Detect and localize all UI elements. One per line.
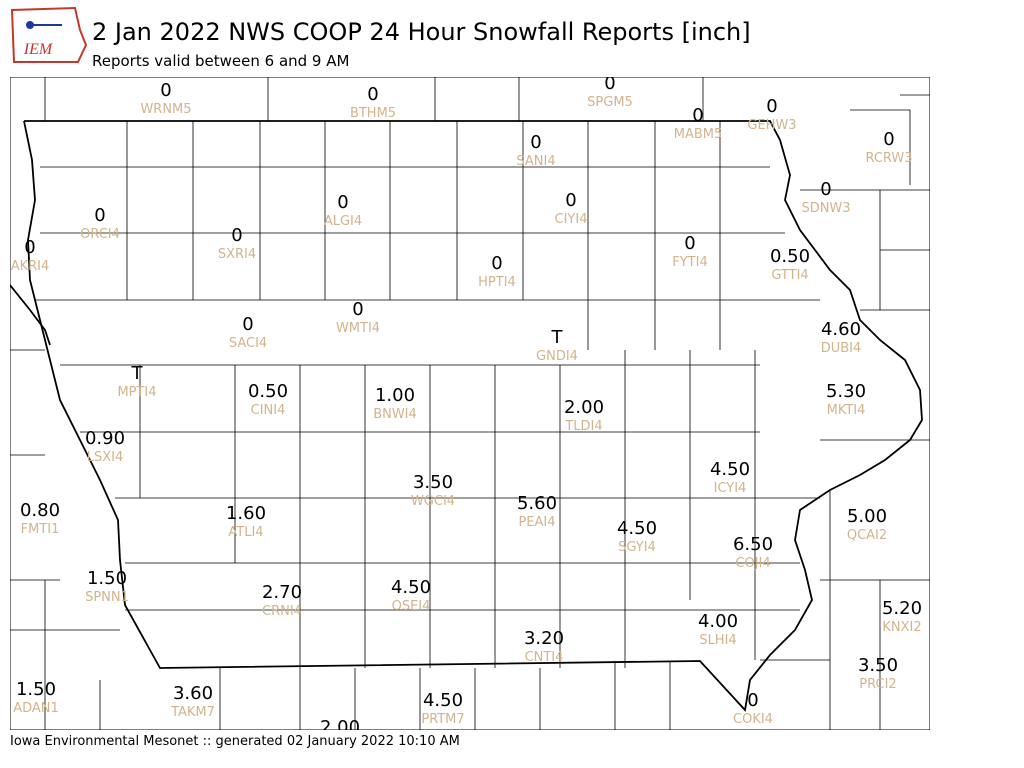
station-id: COKI4 xyxy=(733,712,773,727)
report-value: 0 xyxy=(242,314,253,335)
station-id: COJI4 xyxy=(735,556,770,571)
logo: IEM xyxy=(10,6,88,63)
footer: Iowa Environmental Mesonet :: generated … xyxy=(10,734,460,749)
report-value: 0 xyxy=(160,80,171,101)
station-id: GEHW3 xyxy=(747,118,796,133)
station-id: TLDI4 xyxy=(564,419,602,434)
report-value: T xyxy=(131,363,144,384)
station-id: TAKM7 xyxy=(170,705,215,720)
title: 2 Jan 2022 NWS COOP 24 Hour Snowfall Rep… xyxy=(92,18,751,46)
report-value: 0 xyxy=(747,690,758,711)
report-value: 4.50 xyxy=(710,459,750,480)
station-id: SDNW3 xyxy=(801,201,850,216)
report-value: 1.50 xyxy=(87,568,127,589)
report-value: 5.00 xyxy=(847,506,887,527)
station-id: SXRI4 xyxy=(218,247,256,262)
station-id: BTHM5 xyxy=(350,106,396,121)
station-id: RCRW3 xyxy=(865,151,912,166)
station-id: OSEI4 xyxy=(392,599,431,614)
report-value: 0 xyxy=(367,84,378,105)
station-id: PRCI2 xyxy=(859,677,896,692)
basemap xyxy=(10,77,930,730)
report-value: 0 xyxy=(24,237,35,258)
station-id: MKTI4 xyxy=(827,403,866,418)
report-value: 0 xyxy=(231,225,242,246)
report-value: 0 xyxy=(352,299,363,320)
station-id: WGCI4 xyxy=(411,494,455,509)
station-id: ICYI4 xyxy=(714,481,747,496)
station-id: CIYI4 xyxy=(555,212,588,227)
report-value: 4.50 xyxy=(423,690,463,711)
station-id: MPTI4 xyxy=(117,385,156,400)
station-id: WMTI4 xyxy=(336,321,380,336)
station-id: PRTM7 xyxy=(421,712,464,727)
report-value: 6.50 xyxy=(733,534,773,555)
report-value: 0 xyxy=(684,233,695,254)
station-id: PEAI4 xyxy=(518,515,555,530)
report-value: 0 xyxy=(565,190,576,211)
station-labels: 0WRNM50BTHM50SPGM50MABM50GEHW30RCRW30SAN… xyxy=(11,73,922,738)
report-value: 2.00 xyxy=(564,397,604,418)
report-value: 5.20 xyxy=(882,598,922,619)
station-id: FYTI4 xyxy=(672,255,707,270)
report-value: 0 xyxy=(766,96,777,117)
station-id: MABM5 xyxy=(674,127,723,142)
station-id: QCAI2 xyxy=(847,528,887,543)
report-value: 1.50 xyxy=(16,679,56,700)
report-value: 4.50 xyxy=(391,577,431,598)
station-id: SACI4 xyxy=(229,336,267,351)
report-value: 4.00 xyxy=(698,611,738,632)
station-id: ATLI4 xyxy=(228,525,263,540)
station-id: CINI4 xyxy=(251,403,286,418)
report-value: 0 xyxy=(883,129,894,150)
station-id: BNWI4 xyxy=(373,407,417,422)
station-id: FMTI1 xyxy=(21,522,60,537)
report-value: 3.60 xyxy=(173,683,213,704)
report-value: 0.50 xyxy=(248,381,288,402)
report-value: 2.00 xyxy=(320,717,360,738)
report-value: 0 xyxy=(604,73,615,94)
report-value: 0 xyxy=(337,192,348,213)
report-value: 2.70 xyxy=(262,582,302,603)
report-value: 5.60 xyxy=(517,493,557,514)
station-id: AKRI4 xyxy=(11,259,50,274)
station-id: KNXI2 xyxy=(882,620,921,635)
report-value: 0.80 xyxy=(20,500,60,521)
report-value: 3.50 xyxy=(858,655,898,676)
station-id: HPTI4 xyxy=(478,275,516,290)
report-value: 1.00 xyxy=(375,385,415,406)
station-id: WRNM5 xyxy=(140,102,191,117)
report-value: 3.20 xyxy=(524,628,564,649)
report-value: 0 xyxy=(820,179,831,200)
report-value: 0 xyxy=(530,132,541,153)
logo-text: IEM xyxy=(23,41,54,58)
station-id: GTTI4 xyxy=(771,268,808,283)
report-value: 4.50 xyxy=(617,518,657,539)
report-value: 4.60 xyxy=(821,319,861,340)
subtitle: Reports valid between 6 and 9 AM xyxy=(92,52,349,70)
report-value: 0 xyxy=(692,105,703,126)
station-id: SGYI4 xyxy=(618,540,656,555)
station-id: LSXI4 xyxy=(87,450,124,465)
station-id: ALGI4 xyxy=(324,214,362,229)
station-id: DUBI4 xyxy=(821,341,862,356)
report-value: 1.60 xyxy=(226,503,266,524)
report-value: 0 xyxy=(94,205,105,226)
station-id: ORCI4 xyxy=(80,227,120,242)
station-id: SLHI4 xyxy=(699,633,736,648)
report-value: 0.90 xyxy=(85,428,125,449)
station-id: SPGM5 xyxy=(587,95,633,110)
station-id: SPNN1 xyxy=(85,590,129,605)
station-id: ADAN1 xyxy=(13,701,59,716)
station-id: CRNI4 xyxy=(262,604,302,619)
station-id: SANI4 xyxy=(516,154,555,169)
station-id: GNDI4 xyxy=(536,349,578,364)
report-value: T xyxy=(551,327,564,348)
station-id: CNTI4 xyxy=(525,650,564,665)
report-value: 5.30 xyxy=(826,381,866,402)
report-value: 0.50 xyxy=(770,246,810,267)
report-value: 3.50 xyxy=(413,472,453,493)
report-value: 0 xyxy=(491,253,502,274)
